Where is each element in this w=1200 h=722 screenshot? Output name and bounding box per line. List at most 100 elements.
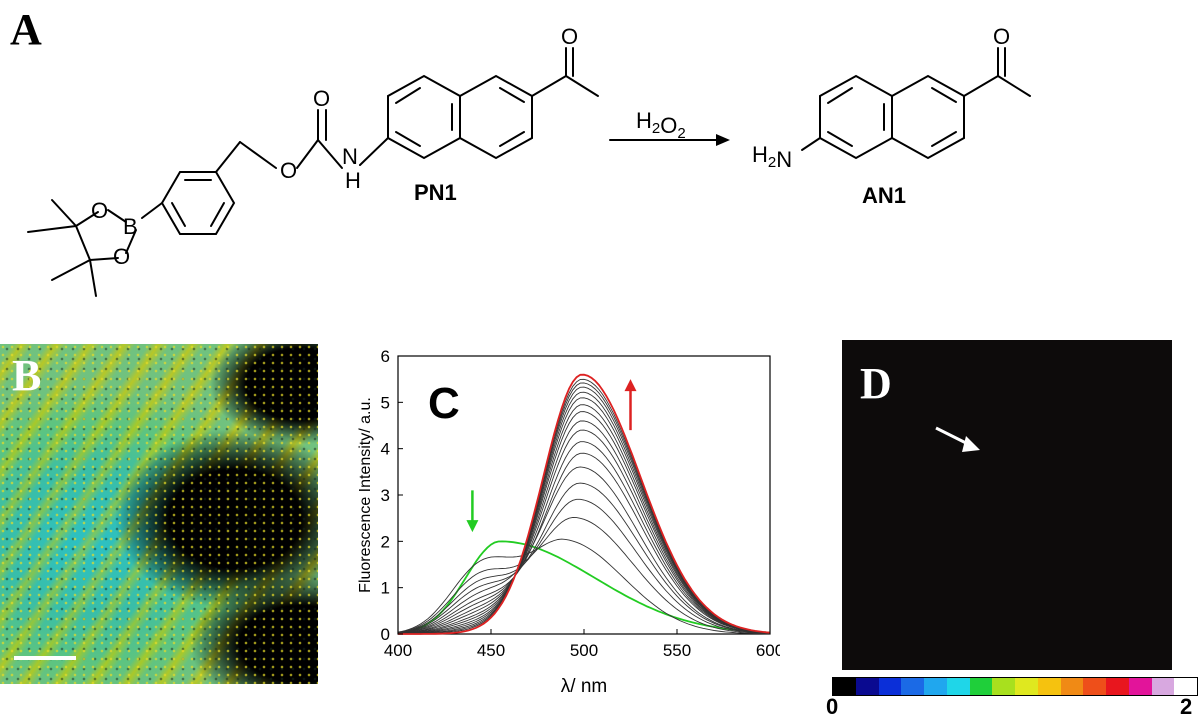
colorbar-swatch bbox=[969, 678, 993, 695]
reaction-scheme: O B O O O N H O O H2N H2O2 PN1 AN1 bbox=[27, 24, 1031, 297]
bond bbox=[565, 75, 599, 97]
bond bbox=[499, 131, 525, 147]
benzene-ring bbox=[160, 171, 236, 235]
x-tick-label: 500 bbox=[570, 641, 598, 660]
reagent-label: H2O2 bbox=[636, 108, 686, 142]
bond bbox=[107, 209, 127, 223]
bond bbox=[27, 225, 77, 233]
colorbar-swatch bbox=[901, 678, 924, 695]
series-line-11 bbox=[397, 404, 771, 635]
colorbar-swatch bbox=[1174, 678, 1197, 695]
colorbar-swatch bbox=[1128, 678, 1152, 695]
atom-label-O: O bbox=[113, 244, 130, 269]
panel-a-letter: A bbox=[10, 5, 42, 54]
series-line-10 bbox=[397, 411, 771, 635]
colorbar-swatch bbox=[833, 678, 856, 695]
panel-d-image: D bbox=[842, 340, 1172, 670]
colorbar-swatch bbox=[1151, 678, 1175, 695]
colorbar-swatch bbox=[1015, 678, 1038, 695]
atom-label-N: N bbox=[342, 144, 358, 169]
increase-arrow bbox=[624, 379, 637, 431]
bond bbox=[531, 75, 567, 97]
annotation-group bbox=[466, 379, 637, 533]
colorbar-max-label: 2 bbox=[1180, 694, 1193, 719]
y-tick-label: 1 bbox=[381, 579, 390, 598]
series-line-1 bbox=[397, 538, 770, 635]
x-tick-label: 600 bbox=[756, 641, 780, 660]
series-line-8 bbox=[397, 429, 771, 634]
colorbar-swatch bbox=[1106, 678, 1129, 695]
x-axis-label: λ/ nm bbox=[561, 676, 607, 697]
product-label: AN1 bbox=[862, 183, 906, 208]
naphthalene-ring-right bbox=[459, 74, 533, 160]
series-line-2 bbox=[397, 516, 771, 635]
bond bbox=[827, 87, 853, 104]
bond bbox=[239, 141, 277, 169]
bond bbox=[215, 141, 241, 173]
bond bbox=[359, 137, 389, 166]
panel-c-chart: 400 450 500 550 600 0 1 2 3 4 5 6 C λ/ nm Fluoresce… bbox=[357, 347, 780, 697]
bond bbox=[75, 211, 99, 227]
bond bbox=[931, 87, 957, 103]
series-line-3 bbox=[397, 498, 771, 634]
atom-label-B: B bbox=[123, 214, 138, 239]
bond bbox=[125, 229, 137, 254]
bond bbox=[51, 259, 91, 281]
y-tick-label: 5 bbox=[381, 393, 390, 412]
amine-label: H2N bbox=[752, 142, 792, 172]
colorbar-swatch bbox=[1083, 678, 1106, 695]
curves-group bbox=[397, 373, 771, 635]
reaction-arrow-head bbox=[716, 134, 730, 146]
bond bbox=[75, 225, 91, 261]
colorbar-swatch bbox=[1037, 678, 1061, 695]
atom-label-H: H bbox=[345, 168, 361, 193]
bond bbox=[141, 202, 163, 219]
panel-b-texture bbox=[0, 344, 318, 684]
bond bbox=[89, 259, 97, 297]
bond bbox=[171, 202, 186, 227]
ticks-group: 400 450 500 550 600 0 1 2 3 4 5 6 bbox=[381, 347, 780, 660]
colorbar-min-label: 0 bbox=[826, 694, 839, 719]
y-tick-label: 2 bbox=[381, 532, 390, 551]
x-tick-label: 450 bbox=[477, 641, 505, 660]
bond bbox=[317, 139, 343, 169]
y-tick-label: 3 bbox=[381, 486, 390, 505]
bond bbox=[931, 131, 957, 147]
decrease-arrow bbox=[466, 490, 479, 533]
colorbar-swatch bbox=[924, 678, 947, 695]
naphthalene-ring-right bbox=[891, 74, 965, 160]
y-axis-label: Fluorescence Intensity/ a.u. bbox=[357, 397, 374, 593]
series-line-9 bbox=[397, 420, 771, 634]
series-line-4 bbox=[397, 482, 771, 634]
colorbar-swatch bbox=[878, 678, 902, 695]
bond bbox=[499, 87, 525, 103]
bond bbox=[51, 199, 77, 227]
series-line-5 bbox=[397, 466, 771, 634]
series-line-6 bbox=[397, 452, 771, 634]
bond bbox=[997, 75, 1031, 97]
colorbar-swatch bbox=[855, 678, 879, 695]
y-tick-label: 4 bbox=[381, 440, 390, 459]
panel-b-letter: B bbox=[12, 351, 42, 400]
y-tick-label: 6 bbox=[381, 347, 390, 366]
atom-label-O: O bbox=[993, 24, 1010, 49]
panel-d-letter: D bbox=[860, 359, 892, 408]
x-tick-label: 400 bbox=[384, 641, 412, 660]
bond bbox=[89, 257, 119, 261]
reactant-label: PN1 bbox=[414, 180, 457, 205]
series-line-final bbox=[398, 373, 771, 635]
bond bbox=[963, 75, 999, 97]
series-line-7 bbox=[397, 441, 771, 634]
bond bbox=[210, 202, 225, 227]
x-tick-label: 550 bbox=[663, 641, 691, 660]
bond bbox=[395, 87, 421, 104]
panel-c-letter: C bbox=[428, 379, 460, 428]
bond bbox=[801, 137, 821, 151]
y-tick-label: 0 bbox=[381, 625, 390, 644]
naphthalene-ring-left bbox=[387, 74, 461, 160]
colorbar bbox=[832, 677, 1198, 696]
bond bbox=[296, 139, 319, 169]
colorbar-swatch bbox=[1060, 678, 1084, 695]
panel-b-image: B bbox=[0, 344, 318, 684]
